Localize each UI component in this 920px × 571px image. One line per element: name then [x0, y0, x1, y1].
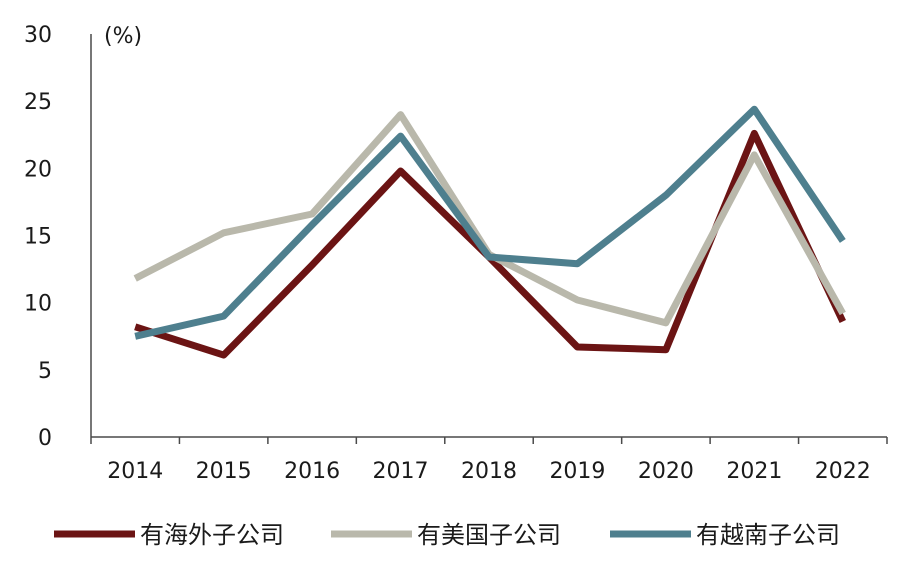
y-tick-label: 0: [38, 426, 52, 451]
series-line-2: [133, 111, 846, 327]
y-tick-label: 20: [24, 157, 52, 182]
x-tick-label: 2017: [373, 459, 429, 484]
legend-label: 有海外子公司: [140, 521, 284, 549]
y-tick-label: 30: [24, 23, 52, 48]
x-tick-label: 2018: [461, 459, 517, 484]
series-lines: [133, 105, 846, 359]
x-tick-label: 2014: [107, 459, 163, 484]
x-tick-label: 2016: [284, 459, 340, 484]
x-tick-label: 2015: [196, 459, 252, 484]
legend: 有海外子公司 有美国子公司 有越南子公司: [54, 521, 840, 549]
x-tick-label: 2019: [549, 459, 605, 484]
legend-label: 有美国子公司: [417, 521, 561, 549]
series-line-3: [134, 105, 846, 340]
y-tick-label: 10: [24, 292, 52, 317]
y-tick-label: 15: [24, 225, 52, 250]
y-tick-labels: 0 5 10 15 20 25 30: [24, 23, 52, 451]
legend-label: 有越南子公司: [696, 521, 840, 549]
x-tick-label: 2021: [726, 459, 782, 484]
series-line-1: [134, 129, 846, 359]
y-axis-unit-label: (%): [104, 24, 142, 49]
x-ticks: 2014 2015 2016 2017 2018 2019 2020 2021 2022: [90, 437, 888, 484]
x-tick-label: 2022: [815, 459, 871, 484]
y-tick-label: 5: [38, 359, 52, 384]
x-tick-label: 2020: [638, 459, 694, 484]
y-tick-label: 25: [24, 90, 52, 115]
